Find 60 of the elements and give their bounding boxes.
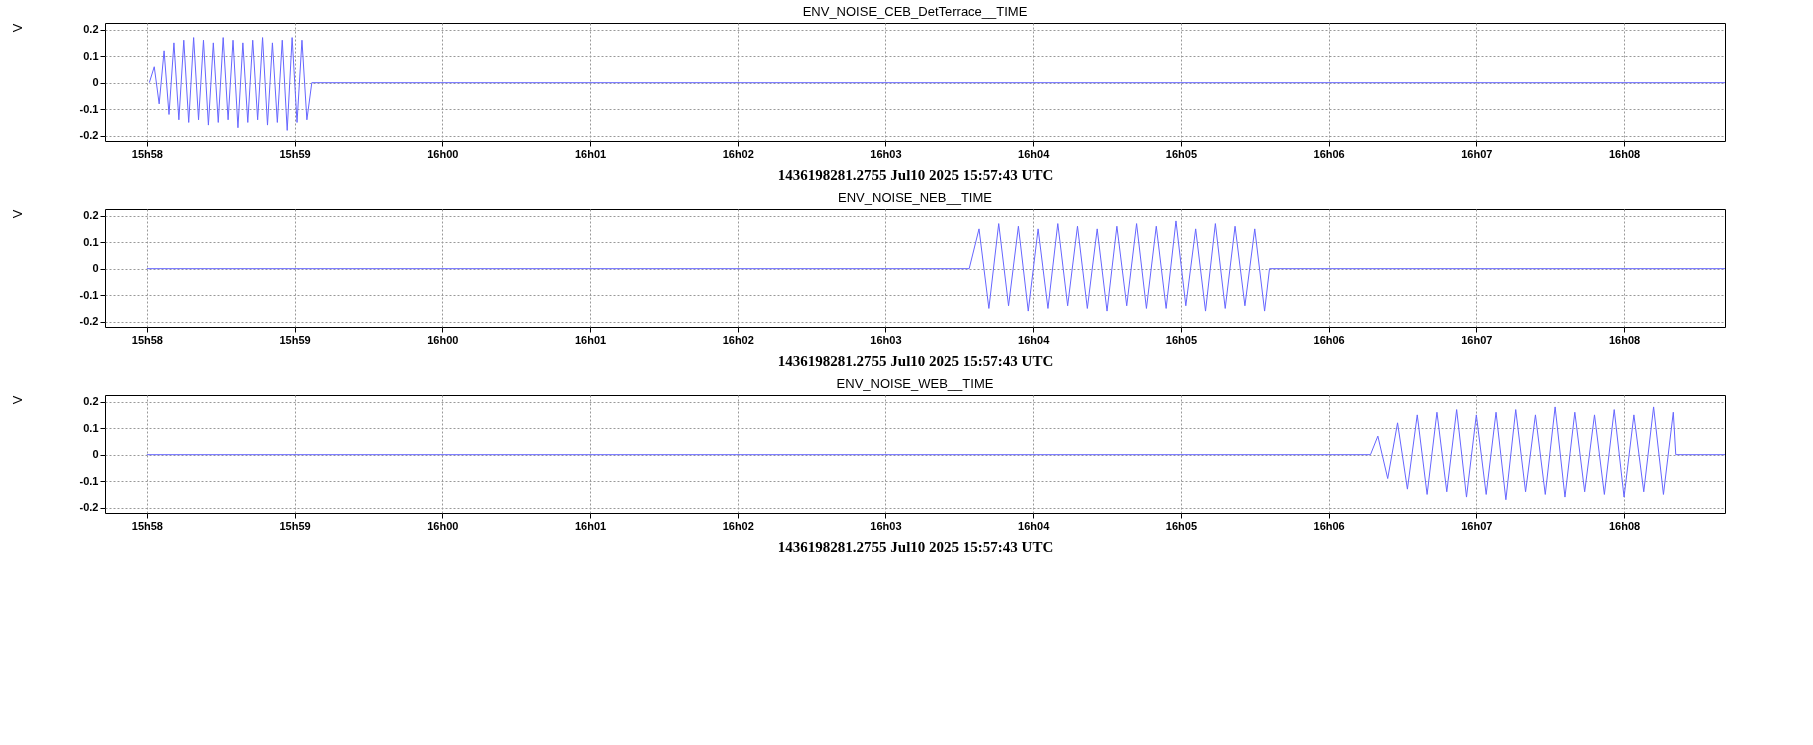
x-tick-label: 16h05 — [1165, 147, 1197, 160]
x-tick-label: 16h06 — [1313, 147, 1345, 160]
y-axis-title: V — [9, 395, 25, 405]
x-tick-label: 15h59 — [279, 333, 311, 346]
y-tick-label: -0.1 — [79, 474, 99, 487]
line-series — [146, 406, 1725, 501]
x-tick-label: 16h07 — [1461, 333, 1493, 346]
y-tick-label: 0.1 — [83, 235, 99, 248]
y-tick-label: 0.2 — [83, 209, 99, 222]
x-tick-label: 16h06 — [1313, 519, 1345, 532]
x-tick-label: 16h02 — [722, 519, 754, 532]
x-tick-label: 16h02 — [722, 333, 754, 346]
x-tick-label: 16h03 — [870, 333, 902, 346]
y-tick-label: 0.1 — [83, 49, 99, 62]
x-tick-label: 16h01 — [574, 333, 607, 346]
x-tick-label: 15h58 — [131, 333, 163, 346]
x-tick-label: 16h00 — [427, 519, 459, 532]
y-tick-label: -0.2 — [79, 501, 99, 514]
x-tick-label: 16h04 — [1018, 519, 1051, 532]
chart-title: ENV_NOISE_CEB_DetTerrace__TIME — [802, 4, 1028, 19]
x-tick-label: 16h01 — [574, 147, 607, 160]
y-tick-label: 0.2 — [83, 23, 99, 36]
x-tick-label: 16h04 — [1018, 333, 1051, 346]
x-tick-label: 15h58 — [131, 147, 163, 160]
x-axis-title: 1436198281.2755 Jul10 2025 15:57:43 UTC — [777, 166, 1054, 183]
x-tick-label: 16h03 — [870, 519, 902, 532]
x-tick-label: 16h00 — [427, 333, 459, 346]
x-tick-label: 16h05 — [1165, 333, 1197, 346]
y-tick-label: -0.2 — [79, 315, 99, 328]
y-tick-label: 0.2 — [83, 395, 99, 408]
x-tick-label: 16h07 — [1461, 519, 1493, 532]
line-series — [148, 37, 1725, 131]
x-tick-label: 16h03 — [870, 147, 902, 160]
y-tick-label: 0.1 — [83, 421, 99, 434]
y-axis-title: V — [9, 23, 25, 33]
y-tick-label: 0 — [92, 448, 99, 461]
x-tick-label: 15h59 — [279, 147, 311, 160]
x-tick-label: 16h08 — [1608, 333, 1641, 346]
y-tick-label: -0.1 — [79, 288, 99, 301]
x-tick-label: 16h04 — [1018, 147, 1051, 160]
x-tick-label: 16h08 — [1608, 519, 1641, 532]
x-tick-label: 16h06 — [1313, 333, 1345, 346]
x-tick-label: 16h05 — [1165, 519, 1197, 532]
y-axis-title: V — [9, 209, 25, 219]
y-tick-label: -0.1 — [79, 102, 99, 115]
y-tick-label: -0.2 — [79, 129, 99, 142]
y-tick-label: 0 — [92, 262, 99, 275]
x-tick-label: 16h00 — [427, 147, 459, 160]
line-series — [146, 220, 1725, 312]
x-axis-title: 1436198281.2755 Jul10 2025 15:57:43 UTC — [777, 538, 1054, 555]
x-axis-title: 1436198281.2755 Jul10 2025 15:57:43 UTC — [777, 352, 1054, 369]
x-tick-label: 16h08 — [1608, 147, 1641, 160]
x-tick-label: 15h59 — [279, 519, 311, 532]
chart-title: ENV_NOISE_NEB__TIME — [838, 190, 993, 205]
x-tick-label: 16h07 — [1461, 147, 1493, 160]
x-tick-label: 16h01 — [574, 519, 607, 532]
x-tick-label: 15h58 — [131, 519, 163, 532]
chart-title: ENV_NOISE_WEB__TIME — [836, 376, 994, 391]
x-tick-label: 16h02 — [722, 147, 754, 160]
y-tick-label: 0 — [92, 76, 99, 89]
